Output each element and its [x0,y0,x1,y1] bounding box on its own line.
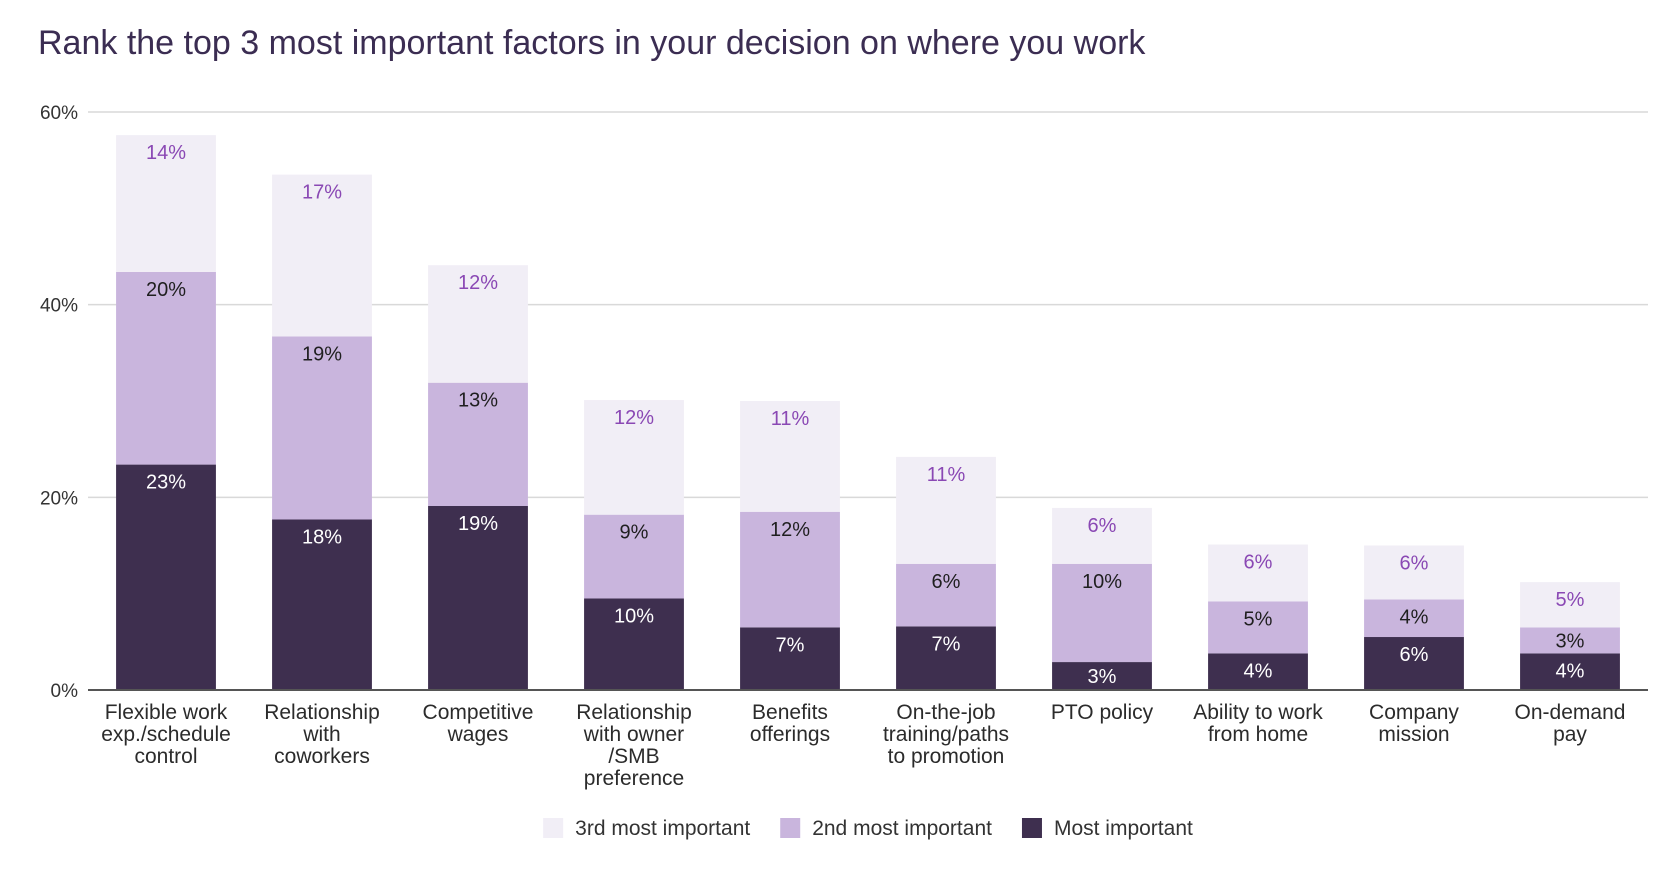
data-label: 6% [1400,644,1429,666]
data-label: 4% [1556,660,1585,682]
x-tick-label: Competitive wages [423,701,534,746]
data-label: 23% [146,472,186,494]
bar-segment [896,563,996,627]
legend-swatch [543,818,564,838]
data-label: 7% [932,633,961,655]
data-label: 10% [1082,571,1122,593]
bar-segment [1052,507,1152,564]
data-label: 6% [932,571,961,593]
y-tick-label: 40% [40,296,78,317]
legend-item: Most important [1021,817,1193,840]
data-label: 3% [1556,630,1585,652]
bar-segment [1364,545,1464,600]
data-label: 13% [458,390,498,412]
x-tick-label: Ability to work from home [1193,701,1323,746]
bar-segment [1052,662,1152,690]
legend-label: Most important [1054,817,1193,840]
bar-segment [740,401,840,512]
y-tick-label: 0% [51,681,79,702]
data-label: 6% [1244,552,1273,574]
bar-segment [428,265,528,383]
bar-segment [116,464,216,690]
data-label: 14% [146,142,186,164]
legend: 3rd most important 2nd most important Most… [543,817,1193,840]
bar-segment [272,336,372,520]
x-tick-label: Flexible work exp./schedule control [101,701,231,768]
data-label: 18% [302,526,342,548]
bars-layer [116,135,1620,690]
bar-segment [1208,544,1308,602]
bar-segment [272,519,372,690]
data-label: 12% [614,407,654,429]
bar-segment [1052,563,1152,663]
data-label: 19% [302,343,342,365]
legend-swatch [780,818,801,838]
y-tick-label: 20% [40,488,78,509]
data-label: 3% [1088,666,1117,688]
x-tick-label: Relationship with owner/SMB preference [576,701,692,790]
data-label: 11% [927,464,966,486]
data-label: 10% [614,605,654,627]
bar-segment [1364,599,1464,638]
bar-segment [740,627,840,690]
x-tick-label: PTO policy [1051,701,1154,724]
bar-segment [1208,653,1308,690]
legend-item: 3rd most important [543,817,750,840]
bar-segment [1364,637,1464,690]
labels-layer: 23% 20% 14% 18% 19% 17% 19% 13% 12% 10% 9% 12% 7% 12%… [146,142,1585,688]
axis-layer: 0% 20% 40% 60% Flexible work exp./schedule con… [40,103,1648,790]
y-tick-label: 60% [40,103,78,124]
data-label: 6% [1400,553,1429,575]
data-label: 11% [771,408,810,430]
data-label: 7% [776,634,805,656]
data-label: 19% [458,513,498,535]
bar-segment [428,382,528,507]
bar-segment [896,456,996,564]
data-label: 12% [458,272,498,294]
data-label: 12% [770,519,810,541]
data-label: 4% [1400,606,1429,628]
bar-segment [1208,601,1308,654]
bar-segment [116,135,216,272]
data-label: 5% [1556,589,1585,611]
legend-swatch [1021,818,1042,838]
bar-segment [740,511,840,628]
x-tick-label: On-demand pay [1515,701,1626,746]
bar-segment [1520,627,1620,654]
x-tick-label: Company mission [1369,701,1459,746]
bar-segment [428,506,528,690]
bar-segment [272,174,372,337]
bar-segment [584,514,684,599]
bar-segment [896,626,996,690]
data-label: 4% [1244,660,1273,682]
data-label: 5% [1244,608,1273,630]
legend-label: 2nd most important [812,817,992,840]
data-label: 17% [302,182,342,204]
bar-segment [584,400,684,515]
data-label: 6% [1088,515,1117,537]
x-tick-label: On-the-job training/paths to promotion [883,701,1009,768]
chart-title: Rank the top 3 most important factors in… [38,24,1146,62]
bar-segment [116,271,216,465]
data-label: 20% [146,279,186,301]
bar-segment [1520,582,1620,628]
data-label: 9% [620,522,649,544]
bar-segment [584,598,684,690]
legend-label: 3rd most important [575,817,750,840]
bar-segment [1520,653,1620,690]
x-tick-label: Relationship with coworkers [264,701,380,768]
legend-item: 2nd most important [780,817,992,840]
x-tick-label: Benefits offerings [750,701,830,746]
